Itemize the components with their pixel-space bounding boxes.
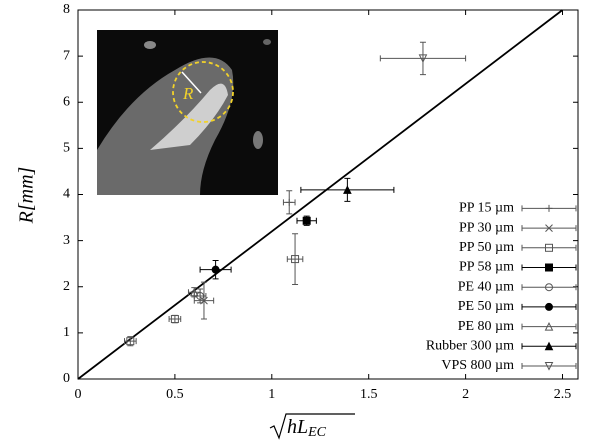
- legend-marker: [545, 302, 553, 311]
- x-label-base: hL: [287, 416, 308, 438]
- legend-marker: [545, 224, 553, 232]
- fit-line: [77, 9, 564, 380]
- y-tick-label: 2: [63, 279, 70, 294]
- inset-arrow: [181, 71, 202, 94]
- legend-label: PP 58 µm: [459, 260, 514, 275]
- marker: [170, 315, 179, 324]
- legend-label: Rubber 300 µm: [426, 339, 514, 354]
- legend-marker: [545, 204, 553, 212]
- x-label-radical: [269, 413, 355, 440]
- legend-sample: [521, 284, 577, 291]
- inset-radius-circle: [172, 61, 234, 123]
- x-tick-label: 0: [75, 387, 82, 402]
- legend-label: PE 50 µm: [458, 299, 514, 314]
- legend-label: PP 15 µm: [459, 201, 514, 216]
- y-tick-label: 5: [63, 141, 70, 156]
- marker: [211, 265, 220, 274]
- legend-marker: [544, 341, 554, 351]
- x-axis-label: hLEC: [287, 416, 327, 441]
- marker: [189, 287, 199, 297]
- legend-marker: [544, 362, 554, 371]
- y-tick-label: 8: [63, 2, 70, 17]
- x-tick-label: 0.5: [166, 387, 184, 402]
- y-tick-label: 3: [63, 233, 70, 248]
- y-tick-label: 1: [63, 325, 70, 340]
- legend-sample: [521, 244, 577, 251]
- legend-marker: [544, 321, 554, 331]
- marker: [126, 337, 135, 346]
- marker: [343, 185, 352, 194]
- legend-label: PE 40 µm: [458, 279, 514, 294]
- y-tick-label: 0: [63, 371, 70, 386]
- y-error-bar: [419, 41, 426, 76]
- y-error-bar: [292, 233, 299, 285]
- legend-sample: [521, 323, 577, 330]
- legend-sample: [521, 363, 577, 369]
- legend-label: VPS 800 µm: [441, 358, 514, 373]
- x-tick-label: 2.5: [554, 387, 572, 402]
- inset-bubble: [253, 131, 263, 149]
- y-axis-label: R[mm]: [16, 167, 38, 225]
- legend-label: PP 30 µm: [459, 220, 514, 235]
- inset-bubble: [144, 41, 156, 49]
- inset-photo: R: [97, 30, 278, 195]
- x-tick-label: 1: [268, 387, 275, 402]
- legend-label: PP 50 µm: [459, 240, 514, 255]
- legend-marker: [545, 263, 553, 272]
- y-tick-label: 7: [63, 48, 70, 63]
- marker: [302, 216, 311, 225]
- legend-marker: [545, 243, 553, 252]
- marker: [285, 198, 293, 206]
- y-tick-label: 6: [63, 94, 70, 109]
- x-label-sub: EC: [307, 425, 327, 440]
- marker: [291, 255, 300, 264]
- x-tick-label: 1.5: [360, 387, 378, 402]
- legend-marker: [545, 283, 553, 292]
- marker: [418, 54, 428, 64]
- inset-label: R: [182, 84, 194, 103]
- legend-label: PE 80 µm: [458, 319, 514, 334]
- inset-bubble: [263, 39, 271, 45]
- y-tick-label: 4: [63, 187, 70, 202]
- inset-highlight: [150, 83, 228, 150]
- x-tick-label: 2: [462, 387, 469, 402]
